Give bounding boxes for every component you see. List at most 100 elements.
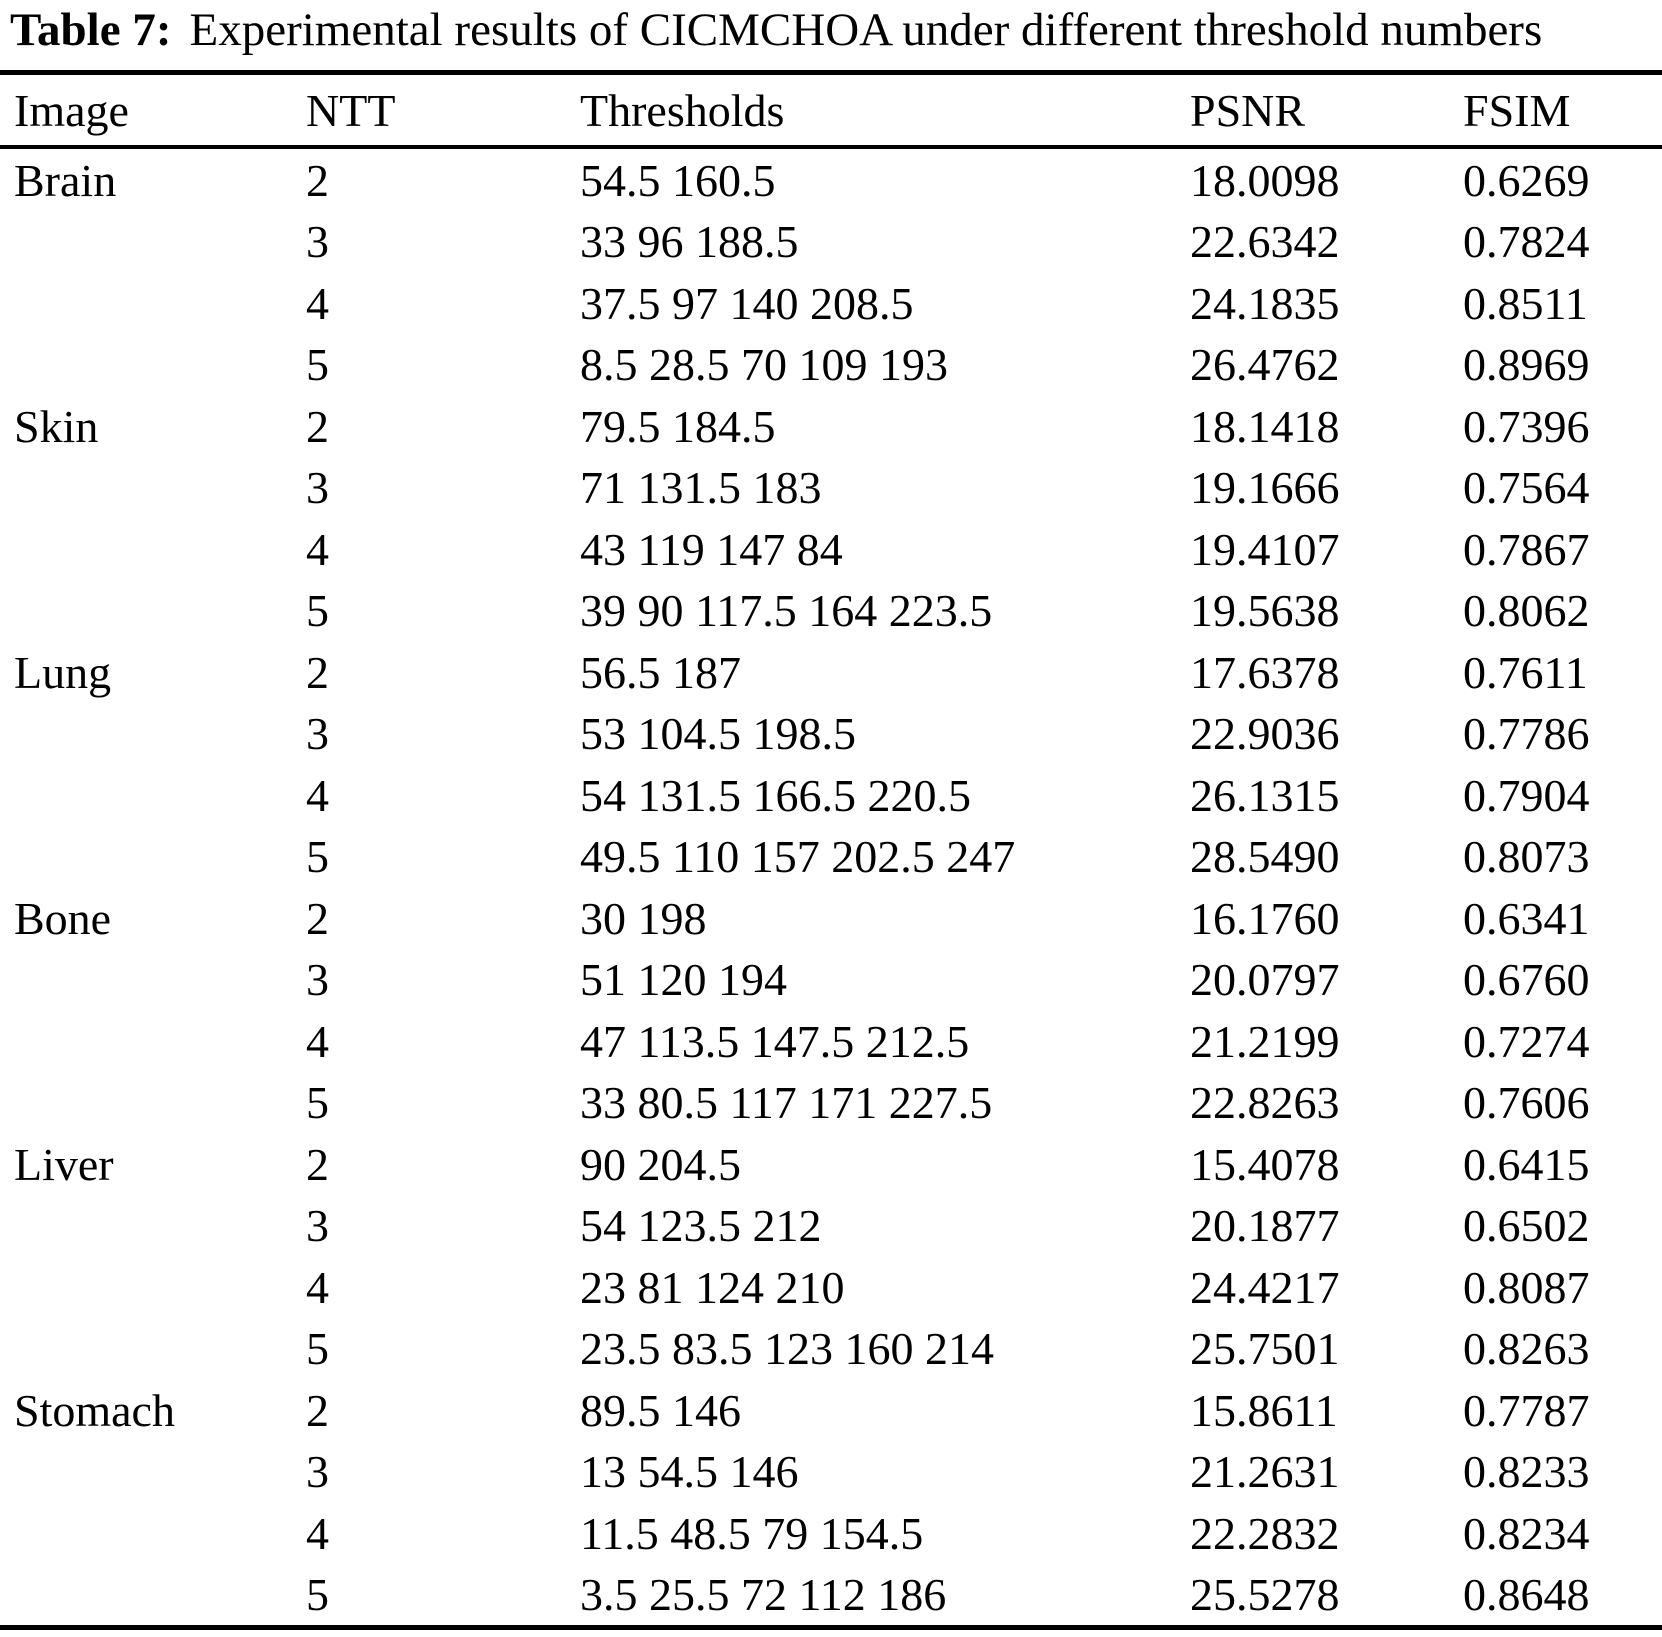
cell-thresholds: 11.5 48.5 79 154.5 [580, 1507, 924, 1559]
table-row: 5 33 80.5 117 171 227.5 22.8263 0.7606 [0, 1072, 1662, 1134]
cell-ntt: 4 [306, 1261, 329, 1313]
table-row: Bone 2 30 198 16.1760 0.6341 [0, 887, 1662, 949]
cell-fsim: 0.7274 [1463, 1015, 1590, 1067]
cell-ntt: 5 [306, 1323, 329, 1375]
table-row: 3 71 131.5 183 19.1666 0.7564 [0, 457, 1662, 519]
cell-image [0, 826, 306, 888]
cell-fsim: 0.8073 [1463, 831, 1590, 883]
cell-psnr: 22.8263 [1190, 1077, 1340, 1129]
table-caption-label: Table 7: [10, 4, 172, 56]
cell-psnr: 25.7501 [1190, 1323, 1340, 1375]
cell-ntt: 3 [306, 708, 329, 760]
cell-image [0, 1072, 306, 1134]
table-header: Image NTT Thresholds PSNR FSIM [0, 72, 1662, 150]
cell-image: Stomach [14, 1384, 175, 1436]
table-row: 3 33 96 188.5 22.6342 0.7824 [0, 211, 1662, 273]
table-caption-text: Experimental results of CICMCHOA under d… [189, 4, 1543, 56]
cell-image [0, 764, 306, 826]
cell-image [0, 272, 306, 334]
column-header-psnr: PSNR [1190, 72, 1463, 150]
cell-ntt: 4 [306, 769, 329, 821]
cell-psnr: 24.4217 [1190, 1261, 1340, 1313]
cell-image [0, 949, 306, 1011]
cell-thresholds: 54 123.5 212 [580, 1200, 822, 1252]
cell-fsim: 0.7904 [1463, 769, 1590, 821]
cell-image: Bone [14, 892, 112, 944]
cell-psnr: 16.1760 [1190, 892, 1340, 944]
cell-image [0, 1195, 306, 1257]
cell-psnr: 25.5278 [1190, 1569, 1340, 1621]
table-row: Stomach 2 89.5 146 15.8611 0.7787 [0, 1379, 1662, 1441]
table-row: 4 47 113.5 147.5 212.5 21.2199 0.7274 [0, 1010, 1662, 1072]
cell-fsim: 0.7786 [1463, 708, 1590, 760]
cell-image [0, 1564, 306, 1628]
cell-thresholds: 37.5 97 140 208.5 [580, 277, 914, 329]
cell-psnr: 24.1835 [1190, 277, 1340, 329]
cell-ntt: 2 [306, 1138, 329, 1190]
cell-thresholds: 8.5 28.5 70 109 193 [580, 339, 948, 391]
cell-fsim: 0.6269 [1463, 154, 1590, 206]
cell-image [0, 1318, 306, 1380]
cell-thresholds: 43 119 147 84 [580, 523, 843, 575]
cell-psnr: 15.8611 [1190, 1384, 1338, 1436]
table-row: 5 39 90 117.5 164 223.5 19.5638 0.8062 [0, 580, 1662, 642]
table-row: Lung 2 56.5 187 17.6378 0.7611 [0, 641, 1662, 703]
table-row: Liver 2 90 204.5 15.4078 0.6415 [0, 1133, 1662, 1195]
table-body: Brain 2 54.5 160.5 18.0098 0.6269 3 33 96 188.… [0, 147, 1662, 1628]
table-row: 4 11.5 48.5 79 154.5 22.2832 0.8234 [0, 1502, 1662, 1564]
cell-psnr: 21.2631 [1190, 1446, 1340, 1498]
cell-psnr: 15.4078 [1190, 1138, 1340, 1190]
cell-fsim: 0.7606 [1463, 1077, 1590, 1129]
column-header-ntt: NTT [306, 72, 580, 150]
cell-ntt: 5 [306, 339, 329, 391]
table-row: 3 51 120 194 20.0797 0.6760 [0, 949, 1662, 1011]
cell-fsim: 0.7611 [1463, 646, 1588, 698]
cell-image [0, 1256, 306, 1318]
cell-fsim: 0.7824 [1463, 216, 1590, 268]
cell-image [0, 1502, 306, 1564]
cell-ntt: 5 [306, 585, 329, 637]
cell-ntt: 3 [306, 954, 329, 1006]
table-caption: Table 7: Experimental results of CICMCHOA… [0, 0, 1662, 58]
cell-ntt: 4 [306, 523, 329, 575]
cell-image [0, 1010, 306, 1072]
table-row: 5 49.5 110 157 202.5 247 28.5490 0.8073 [0, 826, 1662, 888]
cell-thresholds: 51 120 194 [580, 954, 787, 1006]
cell-thresholds: 54 131.5 166.5 220.5 [580, 769, 971, 821]
cell-thresholds: 39 90 117.5 164 223.5 [580, 585, 993, 637]
cell-psnr: 17.6378 [1190, 646, 1340, 698]
cell-thresholds: 30 198 [580, 892, 707, 944]
cell-fsim: 0.6760 [1463, 954, 1590, 1006]
cell-thresholds: 33 96 188.5 [580, 216, 799, 268]
cell-ntt: 3 [306, 216, 329, 268]
cell-ntt: 2 [306, 400, 329, 452]
cell-psnr: 20.1877 [1190, 1200, 1340, 1252]
table-row: 4 43 119 147 84 19.4107 0.7867 [0, 518, 1662, 580]
cell-thresholds: 54.5 160.5 [580, 154, 776, 206]
cell-psnr: 21.2199 [1190, 1015, 1340, 1067]
cell-ntt: 4 [306, 1507, 329, 1559]
cell-thresholds: 56.5 187 [580, 646, 741, 698]
cell-fsim: 0.8969 [1463, 339, 1590, 391]
cell-ntt: 5 [306, 831, 329, 883]
table-row: 5 8.5 28.5 70 109 193 26.4762 0.8969 [0, 334, 1662, 396]
table-row: 5 23.5 83.5 123 160 214 25.7501 0.8263 [0, 1318, 1662, 1380]
cell-thresholds: 47 113.5 147.5 212.5 [580, 1015, 970, 1067]
cell-ntt: 4 [306, 1015, 329, 1067]
header-row: Image NTT Thresholds PSNR FSIM [0, 72, 1662, 150]
cell-fsim: 0.6341 [1463, 892, 1590, 944]
results-table: Image NTT Thresholds PSNR FSIM Brain 2 54.… [0, 70, 1662, 1631]
cell-psnr: 18.0098 [1190, 154, 1340, 206]
cell-psnr: 19.1666 [1190, 462, 1340, 514]
cell-fsim: 0.8062 [1463, 585, 1590, 637]
cell-image [0, 580, 306, 642]
cell-psnr: 22.9036 [1190, 708, 1340, 760]
column-header-fsim: FSIM [1463, 72, 1662, 150]
cell-fsim: 0.8511 [1463, 277, 1588, 329]
cell-psnr: 18.1418 [1190, 400, 1340, 452]
table-row: 3 53 104.5 198.5 22.9036 0.7786 [0, 703, 1662, 765]
cell-ntt: 3 [306, 462, 329, 514]
table-row: 3 54 123.5 212 20.1877 0.6502 [0, 1195, 1662, 1257]
cell-fsim: 0.8234 [1463, 1507, 1590, 1559]
